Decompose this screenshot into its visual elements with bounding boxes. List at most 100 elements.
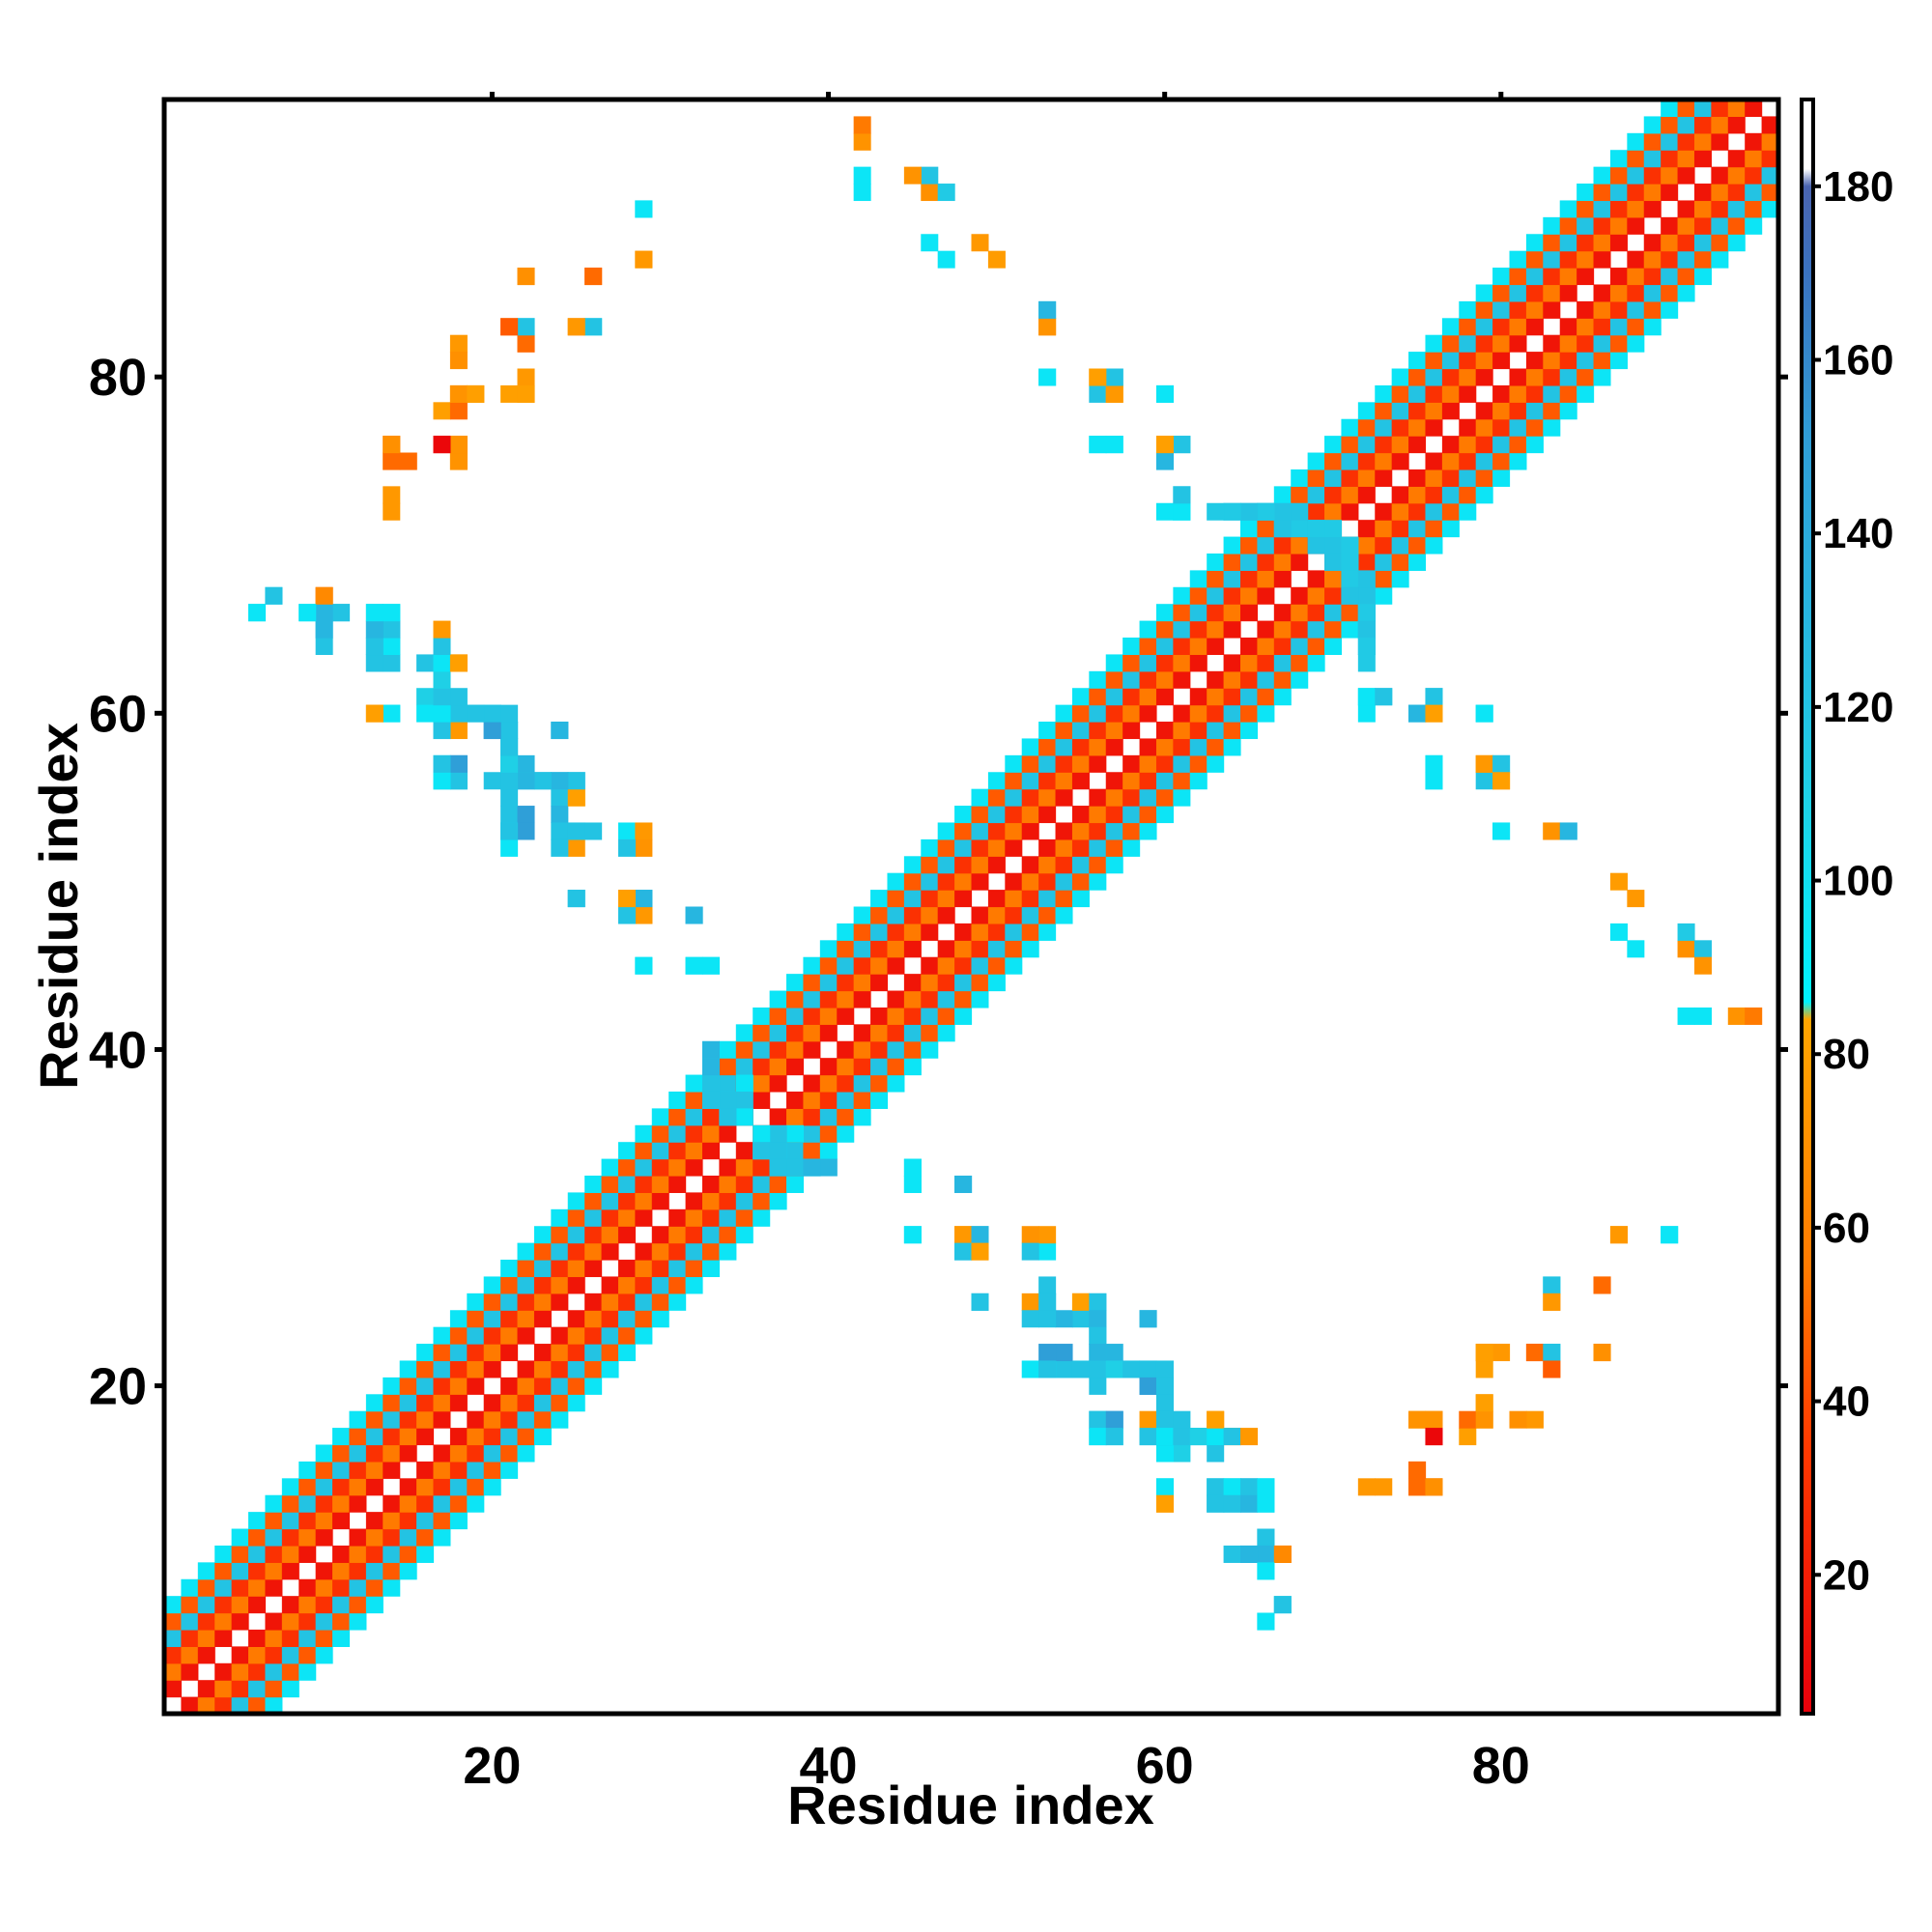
heatmap-cell (1122, 722, 1141, 740)
heatmap-cell (365, 1528, 384, 1547)
heatmap-cell (635, 956, 653, 975)
heatmap-cell (668, 1142, 687, 1160)
heatmap-cell (903, 1024, 922, 1042)
heatmap-cell (1307, 469, 1325, 487)
heatmap-cell (1139, 806, 1157, 824)
heatmap-cell (1324, 586, 1343, 605)
heatmap-cell (870, 906, 889, 924)
heatmap-cell (971, 1293, 989, 1311)
heatmap-cell (1240, 586, 1259, 605)
heatmap-cell (1291, 469, 1309, 487)
heatmap-cell (1408, 469, 1427, 487)
heatmap-cell (1627, 216, 1645, 235)
heatmap-cell (1559, 368, 1577, 386)
heatmap-cell (1223, 704, 1241, 723)
heatmap-cell (1408, 1478, 1427, 1496)
heatmap-cell (1727, 150, 1746, 168)
heatmap-cell (584, 1360, 603, 1378)
heatmap-cell (467, 384, 485, 403)
heatmap-cell (1661, 234, 1679, 252)
heatmap-cell (735, 1040, 753, 1059)
heatmap-cell (164, 1612, 183, 1631)
heatmap-cell (1711, 216, 1729, 235)
heatmap-cell (617, 1310, 636, 1328)
heatmap-cell (668, 1208, 687, 1227)
heatmap-cell (1643, 116, 1662, 134)
heatmap-cell (668, 1091, 687, 1109)
heatmap-cell (651, 1260, 669, 1278)
heatmap-cell (281, 1596, 299, 1614)
heatmap-cell (214, 1596, 233, 1614)
heatmap-cell (1693, 184, 1712, 202)
heatmap-cell (1543, 1360, 1561, 1378)
heatmap-cell (231, 1562, 249, 1580)
heatmap-cell (483, 1461, 501, 1479)
heatmap-cell (383, 604, 401, 622)
heatmap-cell (1677, 234, 1695, 252)
x-tick-label: 20 (463, 1737, 521, 1795)
heatmap-cell (181, 1646, 199, 1664)
heatmap-cell (1357, 402, 1376, 420)
heatmap-cell (1189, 1428, 1208, 1446)
heatmap-cell (1173, 620, 1191, 639)
heatmap-cell (1071, 856, 1090, 874)
heatmap-cell (987, 772, 1006, 790)
heatmap-cell (1391, 418, 1409, 437)
heatmap-cell (1189, 654, 1208, 672)
heatmap-cell (433, 1444, 451, 1463)
heatmap-cell (1005, 822, 1023, 840)
heatmap-cell (1089, 822, 1107, 840)
heatmap-cell (1425, 469, 1443, 487)
heatmap-cell (1357, 486, 1376, 504)
heatmap-cell (467, 1310, 485, 1328)
y-axis: 20 40 60 80 (89, 349, 1788, 1416)
heatmap-cell (1627, 132, 1645, 151)
heatmap-cell (1038, 1344, 1057, 1362)
heatmap-cell (1273, 654, 1292, 672)
heatmap-cell (1408, 536, 1427, 554)
heatmap-cell (265, 1646, 283, 1664)
heatmap-cell (668, 1293, 687, 1311)
heatmap-cell (1122, 1360, 1141, 1378)
heatmap-cell (803, 1124, 821, 1143)
heatmap-cell (1105, 806, 1123, 824)
heatmap-cell (887, 1058, 905, 1076)
heatmap-cell (1139, 638, 1157, 656)
heatmap-cell (1240, 722, 1259, 740)
heatmap-cell (1071, 722, 1090, 740)
heatmap-cell (500, 1377, 519, 1395)
heatmap-cell (214, 1629, 233, 1647)
heatmap-cell (483, 1428, 501, 1446)
x-tick-label: 60 (1136, 1737, 1194, 1795)
colorbar-tick-label: 40 (1823, 1378, 1870, 1426)
heatmap-cell (1257, 536, 1275, 554)
heatmap-cell (416, 1494, 435, 1513)
heatmap-cell (551, 1293, 569, 1311)
heatmap-cell (551, 1276, 569, 1294)
heatmap-cell (1173, 754, 1191, 773)
heatmap-cell (349, 1528, 367, 1547)
heatmap-cell (702, 1142, 721, 1160)
heatmap-cell (1693, 99, 1712, 118)
heatmap-cell (349, 1578, 367, 1597)
heatmap-cell (1189, 704, 1208, 723)
heatmap-cell (1307, 570, 1325, 588)
heatmap-cell (971, 822, 989, 840)
heatmap-cell (753, 1176, 771, 1194)
heatmap-cell (517, 334, 535, 353)
heatmap-cell (1139, 1428, 1157, 1446)
heatmap-cell (601, 1344, 619, 1362)
heatmap-cell (1038, 1276, 1057, 1294)
heatmap-cell (1139, 1360, 1157, 1378)
heatmap-cell (1038, 300, 1057, 319)
heatmap-cell (1038, 856, 1057, 874)
heatmap-cell (332, 1461, 351, 1479)
heatmap-cell (819, 1091, 838, 1109)
heatmap-cell (567, 318, 585, 336)
heatmap-cell (281, 1528, 299, 1547)
heatmap-cell (315, 586, 333, 605)
heatmap-cell (1324, 570, 1343, 588)
heatmap-cell (1357, 1478, 1376, 1496)
heatmap-cell (1525, 402, 1544, 420)
